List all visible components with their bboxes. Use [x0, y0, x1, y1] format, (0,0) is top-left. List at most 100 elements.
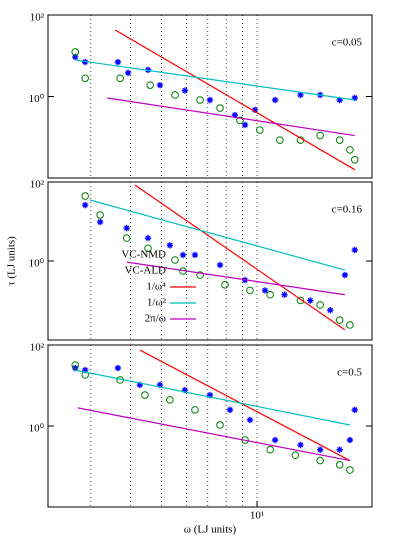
star-marker	[114, 58, 122, 66]
y-tick-label: 10²	[30, 342, 45, 354]
circle-marker	[350, 155, 359, 164]
star-marker	[96, 218, 104, 226]
annotation: c=0.16	[332, 204, 363, 216]
circle-marker	[191, 406, 199, 414]
star-marker	[261, 287, 269, 294]
circle-marker	[171, 256, 179, 264]
circle-marker	[166, 396, 174, 404]
star-marker	[72, 53, 79, 61]
legend-label: 1/ω⁴	[146, 281, 166, 293]
star-marker	[114, 364, 122, 372]
star-marker	[181, 386, 189, 394]
star-marker	[156, 381, 164, 389]
legend-swatch	[179, 251, 187, 259]
star-marker	[246, 416, 254, 424]
star-marker	[124, 69, 132, 77]
annotation: c=0.5	[337, 367, 362, 379]
star-marker	[341, 271, 349, 279]
circle-marker	[144, 244, 152, 253]
fit-line	[77, 407, 351, 462]
circle-marker	[71, 361, 80, 369]
star-marker	[136, 381, 144, 389]
circle-marker	[96, 211, 104, 219]
fit-line	[114, 29, 356, 171]
y-tick-label: 10²	[30, 12, 45, 24]
circle-marker	[255, 126, 264, 134]
legend-label: 2π/ω	[145, 313, 166, 325]
circle-marker	[81, 74, 89, 83]
circle-marker	[196, 271, 204, 279]
star-marker	[281, 291, 288, 298]
circle-marker	[316, 456, 324, 465]
circle-marker	[221, 280, 229, 289]
star-marker	[231, 111, 239, 119]
star-marker	[206, 391, 214, 399]
star-marker	[123, 224, 130, 232]
star-marker	[351, 246, 358, 254]
circle-marker	[335, 316, 344, 324]
star-marker	[144, 234, 152, 242]
x-tick-label: 10¹	[250, 510, 264, 522]
plot-frame	[47, 14, 373, 179]
circle-marker	[296, 296, 305, 305]
legend-label: VC-NMD	[121, 249, 166, 261]
star-marker	[271, 436, 279, 444]
legend-label: VC-ALD	[124, 265, 166, 277]
y-tick-label: 10⁰	[29, 93, 45, 105]
legend-swatch	[179, 267, 187, 275]
circle-marker	[316, 131, 324, 140]
star-marker	[241, 121, 249, 129]
circle-marker	[335, 461, 344, 469]
star-marker	[351, 406, 358, 414]
y-axis-label: τ (LJ units)	[6, 236, 18, 286]
star-marker	[336, 96, 343, 104]
circle-marker	[246, 286, 254, 295]
star-marker	[271, 96, 279, 104]
star-marker	[316, 446, 324, 453]
circle-marker	[146, 81, 154, 89]
fit-line	[126, 261, 345, 296]
star-marker	[81, 366, 89, 374]
star-marker	[156, 81, 164, 89]
circle-marker	[216, 421, 224, 429]
circle-marker	[266, 445, 274, 454]
annotation: c=0.05	[332, 37, 363, 49]
circle-marker	[276, 136, 284, 144]
star-marker	[351, 94, 358, 102]
circle-marker	[196, 96, 204, 104]
circle-marker	[335, 136, 344, 144]
circle-marker	[71, 48, 80, 56]
fit-line	[134, 184, 346, 331]
star-marker	[81, 58, 89, 66]
circle-marker	[141, 391, 149, 399]
circle-marker	[122, 234, 131, 242]
star-marker	[251, 106, 259, 114]
circle-marker	[236, 116, 244, 125]
star-marker	[297, 91, 304, 99]
star-marker	[346, 436, 354, 444]
circle-marker	[116, 74, 124, 83]
star-marker	[216, 261, 224, 269]
fit-line	[107, 97, 355, 137]
fit-line	[89, 199, 346, 271]
circle-marker	[216, 104, 224, 112]
y-tick-label: 10⁰	[29, 423, 45, 435]
star-marker	[226, 406, 234, 414]
circle-marker	[81, 192, 89, 200]
fit-line	[139, 349, 351, 462]
fit-line	[75, 369, 351, 426]
star-marker	[206, 96, 214, 104]
star-marker	[81, 201, 89, 209]
circle-marker	[291, 451, 300, 460]
star-marker	[191, 251, 199, 259]
x-axis-label: ω (LJ units)	[184, 524, 237, 536]
plot-frame	[47, 344, 373, 508]
circle-marker	[266, 290, 274, 299]
star-marker	[307, 297, 314, 304]
star-marker	[336, 446, 343, 453]
y-tick-label: 10⁰	[29, 258, 45, 270]
star-marker	[181, 87, 189, 94]
fit-line	[74, 59, 355, 101]
y-tick-label: 10²	[30, 179, 45, 191]
